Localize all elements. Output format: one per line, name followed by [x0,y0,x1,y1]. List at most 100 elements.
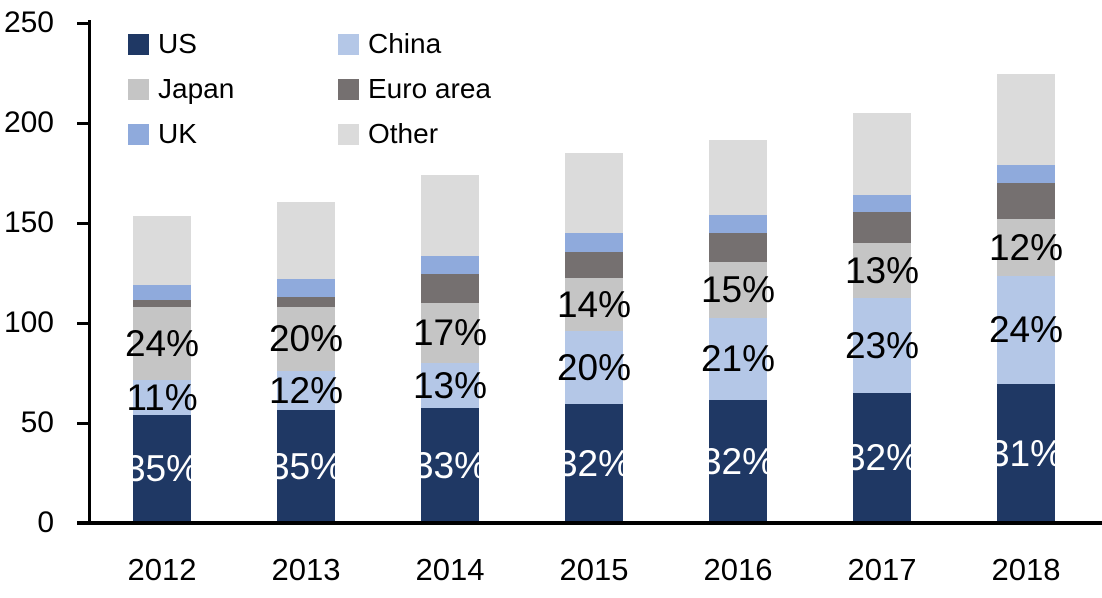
legend-label-us: US [158,28,197,59]
x-axis-category-label: 2015 [559,552,629,587]
bar-segment-other [277,202,335,279]
bar-value-label-china: 11% [126,376,198,418]
x-axis-category-label: 2014 [415,552,485,587]
bar-segment-us [853,393,911,523]
legend-item-china: China [338,26,441,62]
y-axis-tick-label: 0 [37,506,54,539]
legend-item-japan: Japan [128,71,234,107]
bar-segment-japan [997,219,1055,276]
bar-segment-china [853,298,911,393]
bar-value-label-us: 33% [412,444,488,486]
bar-segment-uk [421,256,479,274]
legend-swatch-uk [128,123,149,145]
x-axis-line [77,521,1102,525]
y-axis-tick [77,22,90,25]
bar-segment-uk [133,285,191,300]
x-axis-category-label: 2018 [991,552,1061,587]
legend-label-japan: Japan [158,73,235,104]
x-axis-category-label: 2017 [847,552,917,587]
legend-label-china: China [368,28,442,59]
x-axis-category-label: 2012 [127,552,197,587]
bar-segment-other [565,153,623,233]
bar-segment-china [565,331,623,404]
bar-segment-japan [565,278,623,331]
bar-segment-us [565,404,623,523]
bar-value-label-china: 13% [412,364,488,406]
bar-segment-other [133,216,191,285]
bar-segment-other [421,175,479,256]
bar-value-label-japan: 24% [124,322,200,364]
legend-item-uk: UK [128,116,197,152]
y-axis-tick [77,422,90,425]
y-axis-tick-label: 50 [20,406,54,439]
bar-value-label-us: 32% [700,440,776,482]
bar-value-label-japan: 12% [988,226,1064,268]
bar-segment-china [133,380,191,415]
bar-value-label-china: 21% [700,338,776,379]
bar-segment-euro-area [709,233,767,262]
bar-value-label-us: 35% [124,448,200,489]
bar-segment-japan [421,303,479,363]
y-axis-tick-label: 200 [3,106,54,139]
bar-segment-uk [853,195,911,212]
bar-segment-japan [133,307,191,380]
bar-segment-us [421,408,479,523]
bar-segment-euro-area [997,183,1055,219]
bar-segment-uk [709,215,767,233]
legend-label-euro-area: Euro area [368,73,491,104]
legend-item-euro-area: Euro area [338,71,491,107]
bar-segment-euro-area [853,212,911,243]
bar-segment-other [709,140,767,215]
legend-item-other: Other [338,116,438,152]
legend-label-uk: UK [158,118,197,149]
bar-segment-china [277,371,335,410]
x-axis-category-label: 2016 [703,552,773,587]
bar-value-label-china: 20% [556,346,632,388]
bar-segment-china [709,318,767,400]
bar-segment-uk [565,233,623,252]
bar-segment-japan [853,243,911,298]
y-axis-tick [77,122,90,125]
bar-value-label-us: 31% [988,432,1064,474]
bar-segment-uk [277,279,335,297]
bar-value-label-us: 32% [844,437,920,478]
bar-segment-japan [277,307,335,371]
legend-swatch-us [128,33,149,55]
y-axis-tick [77,222,90,225]
bar-value-label-japan: 15% [700,269,776,310]
bar-segment-us [709,400,767,523]
bar-value-label-china: 24% [988,309,1064,350]
bar-segment-euro-area [277,297,335,307]
bar-value-label-japan: 20% [268,318,344,359]
bar-segment-uk [997,165,1055,183]
y-axis-tick-label: 250 [3,6,54,39]
bar-segment-china [997,276,1055,384]
bar-segment-us [277,410,335,523]
x-axis-category-label: 2013 [271,552,341,587]
bar-segment-us [133,415,191,523]
y-axis-tick [77,322,90,325]
bar-segment-euro-area [133,300,191,307]
bar-segment-us [997,384,1055,523]
legend-swatch-other [338,123,359,145]
legend-item-us: US [128,26,197,62]
bar-value-label-china: 23% [844,324,920,366]
legend-swatch-china [338,33,359,55]
bar-value-label-us: 35% [268,445,344,487]
y-axis-tick-label: 150 [3,206,54,239]
bar-value-label-japan: 13% [844,249,920,291]
bar-segment-euro-area [565,252,623,278]
legend-label-other: Other [368,118,439,149]
y-axis-line [88,20,91,525]
y-axis-tick-label: 100 [3,306,54,339]
bar-value-label-japan: 14% [556,283,632,325]
bar-segment-euro-area [421,274,479,303]
bar-segment-other [997,74,1055,165]
legend-swatch-euro-area [338,78,359,100]
bar-segment-other [853,113,911,195]
legend-swatch-japan [128,78,149,100]
bar-segment-japan [709,262,767,318]
bar-segment-china [421,363,479,408]
bar-value-label-us: 32% [556,442,632,484]
bar-value-label-japan: 17% [412,312,488,353]
